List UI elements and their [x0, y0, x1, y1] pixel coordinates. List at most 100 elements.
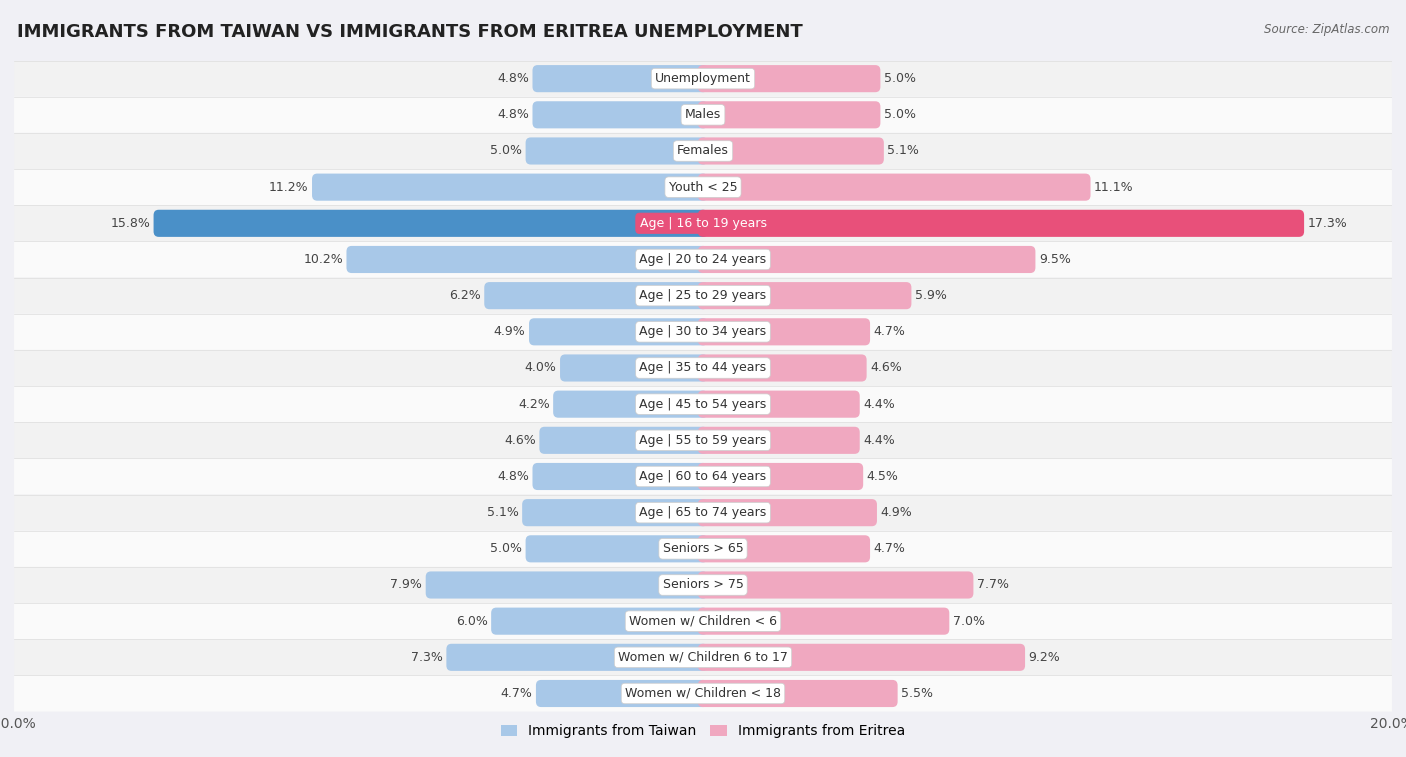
Text: 5.0%: 5.0%	[491, 542, 522, 556]
Text: Age | 25 to 29 years: Age | 25 to 29 years	[640, 289, 766, 302]
Text: 4.8%: 4.8%	[498, 470, 529, 483]
FancyBboxPatch shape	[491, 608, 709, 634]
FancyBboxPatch shape	[14, 350, 1392, 386]
Text: 4.6%: 4.6%	[870, 362, 901, 375]
Text: 5.1%: 5.1%	[887, 145, 920, 157]
Text: Women w/ Children < 6: Women w/ Children < 6	[628, 615, 778, 628]
FancyBboxPatch shape	[526, 535, 709, 562]
Text: 4.7%: 4.7%	[873, 326, 905, 338]
FancyBboxPatch shape	[697, 282, 911, 309]
FancyBboxPatch shape	[697, 499, 877, 526]
Text: 6.0%: 6.0%	[456, 615, 488, 628]
Text: Seniors > 65: Seniors > 65	[662, 542, 744, 556]
Text: Seniors > 75: Seniors > 75	[662, 578, 744, 591]
FancyBboxPatch shape	[14, 205, 1392, 241]
Text: 4.5%: 4.5%	[866, 470, 898, 483]
FancyBboxPatch shape	[14, 494, 1392, 531]
FancyBboxPatch shape	[446, 643, 709, 671]
Text: 4.7%: 4.7%	[873, 542, 905, 556]
Text: Females: Females	[678, 145, 728, 157]
FancyBboxPatch shape	[14, 133, 1392, 169]
Text: 4.7%: 4.7%	[501, 687, 533, 700]
Text: 4.8%: 4.8%	[498, 72, 529, 85]
FancyBboxPatch shape	[533, 65, 709, 92]
Legend: Immigrants from Taiwan, Immigrants from Eritrea: Immigrants from Taiwan, Immigrants from …	[495, 718, 911, 743]
Text: 5.5%: 5.5%	[901, 687, 934, 700]
Text: 11.2%: 11.2%	[269, 181, 308, 194]
FancyBboxPatch shape	[697, 101, 880, 129]
FancyBboxPatch shape	[346, 246, 709, 273]
FancyBboxPatch shape	[14, 386, 1392, 422]
Text: 5.9%: 5.9%	[915, 289, 946, 302]
FancyBboxPatch shape	[697, 463, 863, 490]
Text: Age | 30 to 34 years: Age | 30 to 34 years	[640, 326, 766, 338]
FancyBboxPatch shape	[14, 169, 1392, 205]
Text: Unemployment: Unemployment	[655, 72, 751, 85]
FancyBboxPatch shape	[14, 313, 1392, 350]
Text: 10.2%: 10.2%	[304, 253, 343, 266]
Text: 11.1%: 11.1%	[1094, 181, 1133, 194]
Text: 4.2%: 4.2%	[517, 397, 550, 410]
Text: 4.9%: 4.9%	[494, 326, 526, 338]
FancyBboxPatch shape	[697, 65, 880, 92]
FancyBboxPatch shape	[14, 639, 1392, 675]
Text: Women w/ Children 6 to 17: Women w/ Children 6 to 17	[619, 651, 787, 664]
FancyBboxPatch shape	[14, 61, 1392, 97]
FancyBboxPatch shape	[426, 572, 709, 599]
Text: Age | 60 to 64 years: Age | 60 to 64 years	[640, 470, 766, 483]
FancyBboxPatch shape	[14, 422, 1392, 459]
FancyBboxPatch shape	[697, 318, 870, 345]
Text: 7.0%: 7.0%	[953, 615, 984, 628]
FancyBboxPatch shape	[536, 680, 709, 707]
FancyBboxPatch shape	[14, 278, 1392, 313]
Text: 4.4%: 4.4%	[863, 434, 896, 447]
FancyBboxPatch shape	[14, 567, 1392, 603]
FancyBboxPatch shape	[529, 318, 709, 345]
FancyBboxPatch shape	[14, 241, 1392, 278]
Text: 4.9%: 4.9%	[880, 506, 912, 519]
FancyBboxPatch shape	[697, 138, 884, 164]
FancyBboxPatch shape	[312, 173, 709, 201]
FancyBboxPatch shape	[533, 101, 709, 129]
Text: 15.8%: 15.8%	[110, 217, 150, 230]
FancyBboxPatch shape	[484, 282, 709, 309]
Text: 7.3%: 7.3%	[411, 651, 443, 664]
Text: Source: ZipAtlas.com: Source: ZipAtlas.com	[1264, 23, 1389, 36]
FancyBboxPatch shape	[533, 463, 709, 490]
FancyBboxPatch shape	[697, 246, 1035, 273]
FancyBboxPatch shape	[540, 427, 709, 454]
FancyBboxPatch shape	[14, 459, 1392, 494]
Text: 9.2%: 9.2%	[1029, 651, 1060, 664]
FancyBboxPatch shape	[14, 97, 1392, 133]
Text: Age | 45 to 54 years: Age | 45 to 54 years	[640, 397, 766, 410]
Text: 9.5%: 9.5%	[1039, 253, 1071, 266]
Text: 5.0%: 5.0%	[491, 145, 522, 157]
FancyBboxPatch shape	[14, 675, 1392, 712]
FancyBboxPatch shape	[697, 608, 949, 634]
FancyBboxPatch shape	[697, 210, 1305, 237]
FancyBboxPatch shape	[697, 680, 897, 707]
Text: 4.0%: 4.0%	[524, 362, 557, 375]
Text: Males: Males	[685, 108, 721, 121]
FancyBboxPatch shape	[697, 391, 859, 418]
Text: 4.8%: 4.8%	[498, 108, 529, 121]
Text: IMMIGRANTS FROM TAIWAN VS IMMIGRANTS FROM ERITREA UNEMPLOYMENT: IMMIGRANTS FROM TAIWAN VS IMMIGRANTS FRO…	[17, 23, 803, 41]
FancyBboxPatch shape	[14, 603, 1392, 639]
Text: 5.0%: 5.0%	[884, 72, 915, 85]
Text: 7.9%: 7.9%	[391, 578, 422, 591]
FancyBboxPatch shape	[522, 499, 709, 526]
Text: Youth < 25: Youth < 25	[669, 181, 737, 194]
FancyBboxPatch shape	[553, 391, 709, 418]
FancyBboxPatch shape	[14, 531, 1392, 567]
FancyBboxPatch shape	[697, 572, 973, 599]
FancyBboxPatch shape	[153, 210, 709, 237]
FancyBboxPatch shape	[697, 173, 1091, 201]
Text: 5.0%: 5.0%	[884, 108, 915, 121]
Text: 17.3%: 17.3%	[1308, 217, 1347, 230]
Text: Age | 55 to 59 years: Age | 55 to 59 years	[640, 434, 766, 447]
Text: 4.6%: 4.6%	[505, 434, 536, 447]
FancyBboxPatch shape	[697, 643, 1025, 671]
Text: Age | 65 to 74 years: Age | 65 to 74 years	[640, 506, 766, 519]
Text: Age | 35 to 44 years: Age | 35 to 44 years	[640, 362, 766, 375]
FancyBboxPatch shape	[697, 535, 870, 562]
